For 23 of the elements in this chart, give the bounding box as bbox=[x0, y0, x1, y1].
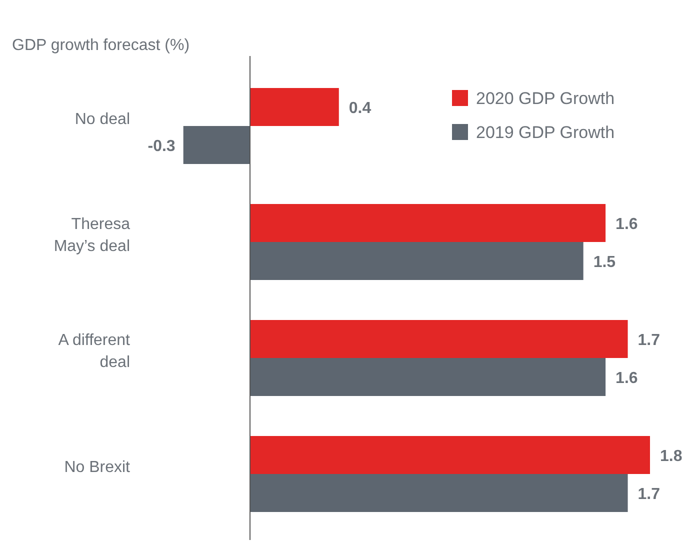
data-label: 1.6 bbox=[616, 370, 638, 387]
y-tick-label: A different deal bbox=[58, 332, 131, 371]
y-tick-label: Theresa May’s deal bbox=[54, 216, 130, 255]
bar bbox=[250, 88, 339, 126]
y-tick-label: No Brexit bbox=[64, 459, 131, 476]
y-tick-label: No deal bbox=[74, 111, 130, 128]
bar bbox=[250, 436, 650, 474]
data-label: 1.7 bbox=[638, 486, 660, 503]
data-label: 1.7 bbox=[638, 332, 660, 349]
bar bbox=[250, 474, 628, 512]
data-label: 1.6 bbox=[616, 216, 638, 233]
bar bbox=[250, 204, 606, 242]
bar bbox=[183, 126, 250, 164]
legend-label: 2020 GDP Growth bbox=[476, 89, 615, 108]
bar bbox=[250, 242, 584, 280]
bar bbox=[250, 320, 628, 358]
bar bbox=[250, 358, 606, 396]
data-label: 0.4 bbox=[348, 100, 372, 117]
data-label: -0.3 bbox=[148, 138, 176, 155]
data-label: 1.5 bbox=[593, 254, 616, 271]
data-label: 1.8 bbox=[660, 448, 682, 465]
legend-label: 2019 GDP Growth bbox=[476, 123, 615, 142]
y-axis-title: GDP growth forecast (%) bbox=[12, 37, 190, 54]
